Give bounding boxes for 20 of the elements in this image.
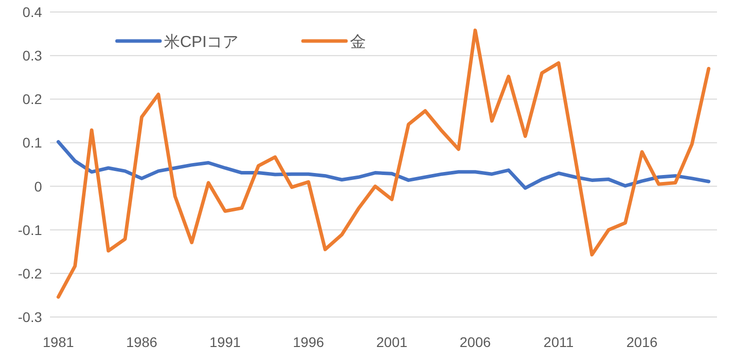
x-tick-label: 1996 (292, 334, 324, 350)
line-series (56, 28, 710, 299)
y-tick-label: 0.2 (22, 91, 42, 108)
y-tick-label: -0.3 (18, 309, 42, 325)
legend-label: 米CPIコア (164, 33, 239, 51)
x-tick-label: 2001 (376, 334, 408, 350)
x-tick-label: 2006 (460, 334, 491, 350)
y-tick-label: 0.4 (22, 4, 42, 20)
legend-label: 金 (350, 34, 366, 51)
x-tick-label: 1991 (210, 334, 241, 350)
y-tick-label: 0.3 (22, 48, 42, 64)
y-tick-label: 0.1 (22, 134, 42, 151)
x-tick-label: 2016 (626, 334, 658, 350)
y-tick-label: -0.2 (18, 265, 42, 282)
x-tick-label: 1981 (42, 334, 74, 350)
x-tick-label: 1986 (126, 334, 158, 350)
line-series (56, 140, 710, 190)
x-tick-label: 2011 (544, 334, 574, 350)
y-tick-label: -0.1 (18, 222, 42, 238)
y-tick-label: 0 (34, 178, 42, 194)
